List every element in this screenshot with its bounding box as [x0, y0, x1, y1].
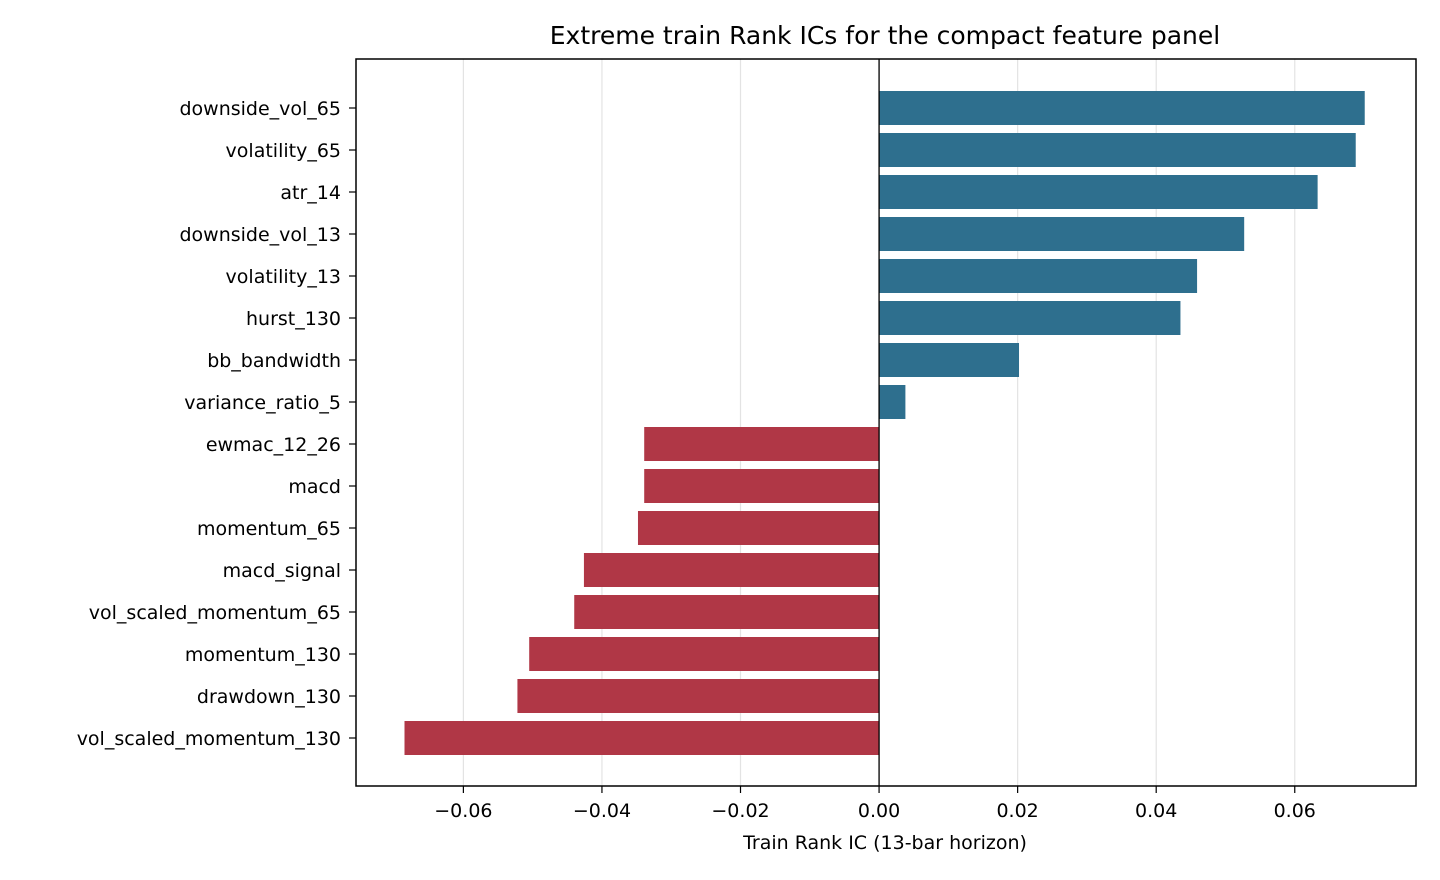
x-tick-label: 0.00	[858, 800, 900, 822]
bar-hurst_130	[879, 301, 1181, 335]
y-tick-label: ewmac_12_26	[206, 434, 341, 456]
x-tick-label: 0.04	[1135, 800, 1177, 822]
bar-volatility_65	[879, 133, 1356, 167]
x-tick-label: −0.02	[711, 800, 769, 822]
bar-downside_vol_65	[879, 91, 1365, 125]
y-tick-label: drawdown_130	[197, 686, 341, 708]
y-tick-label: volatility_65	[226, 140, 341, 162]
y-tick-label: macd_signal	[223, 560, 341, 582]
chart-title: Extreme train Rank ICs for the compact f…	[550, 21, 1220, 50]
bar-downside_vol_13	[879, 217, 1245, 251]
bar-vol_scaled_momentum_130	[404, 721, 880, 755]
bar-variance_ratio_5	[879, 385, 906, 419]
x-tick-label: 0.02	[996, 800, 1038, 822]
x-tick-label: −0.06	[434, 800, 492, 822]
y-tick-label: momentum_65	[197, 518, 341, 540]
y-tick-label: volatility_13	[226, 266, 341, 288]
x-axis-label: Train Rank IC (13-bar horizon)	[742, 832, 1027, 854]
bar-drawdown_130	[517, 679, 880, 713]
bar-macd_signal	[583, 553, 880, 587]
y-tick-label: atr_14	[280, 182, 341, 204]
bar-atr_14	[879, 175, 1318, 209]
y-tick-label: vol_scaled_momentum_65	[89, 602, 341, 624]
y-tick-label: macd	[288, 476, 341, 498]
y-axis: downside_vol_65 volatility_65 atr_14downsi…	[77, 98, 356, 750]
x-tick-label: 0.06	[1274, 800, 1316, 822]
y-tick-label: downside_vol_65	[179, 98, 341, 120]
bar-volatility_13	[879, 259, 1198, 293]
y-tick-label: variance_ratio_5	[184, 392, 341, 414]
y-tick-label: momentum_130	[185, 644, 341, 666]
x-tick-label: −0.04	[573, 800, 631, 822]
bar-vol_scaled_momentum_65	[574, 595, 880, 629]
bar-momentum_130	[529, 637, 880, 671]
bar-momentum_65	[637, 511, 880, 545]
x-axis: −0.06 −0.04 −0.02 0.00 0.02 0.04 0.06	[434, 786, 1316, 822]
bar-bb_bandwidth	[879, 343, 1020, 377]
plot-frame	[355, 58, 1417, 787]
bar-macd	[644, 469, 880, 503]
y-tick-label: vol_scaled_momentum_130	[77, 728, 341, 750]
y-tick-label: bb_bandwidth	[207, 350, 341, 372]
bars	[404, 91, 1365, 755]
y-tick-label: hurst_130	[246, 308, 341, 330]
bar-ewmac_12_26	[644, 427, 880, 461]
y-tick-label: downside_vol_13	[179, 224, 341, 246]
